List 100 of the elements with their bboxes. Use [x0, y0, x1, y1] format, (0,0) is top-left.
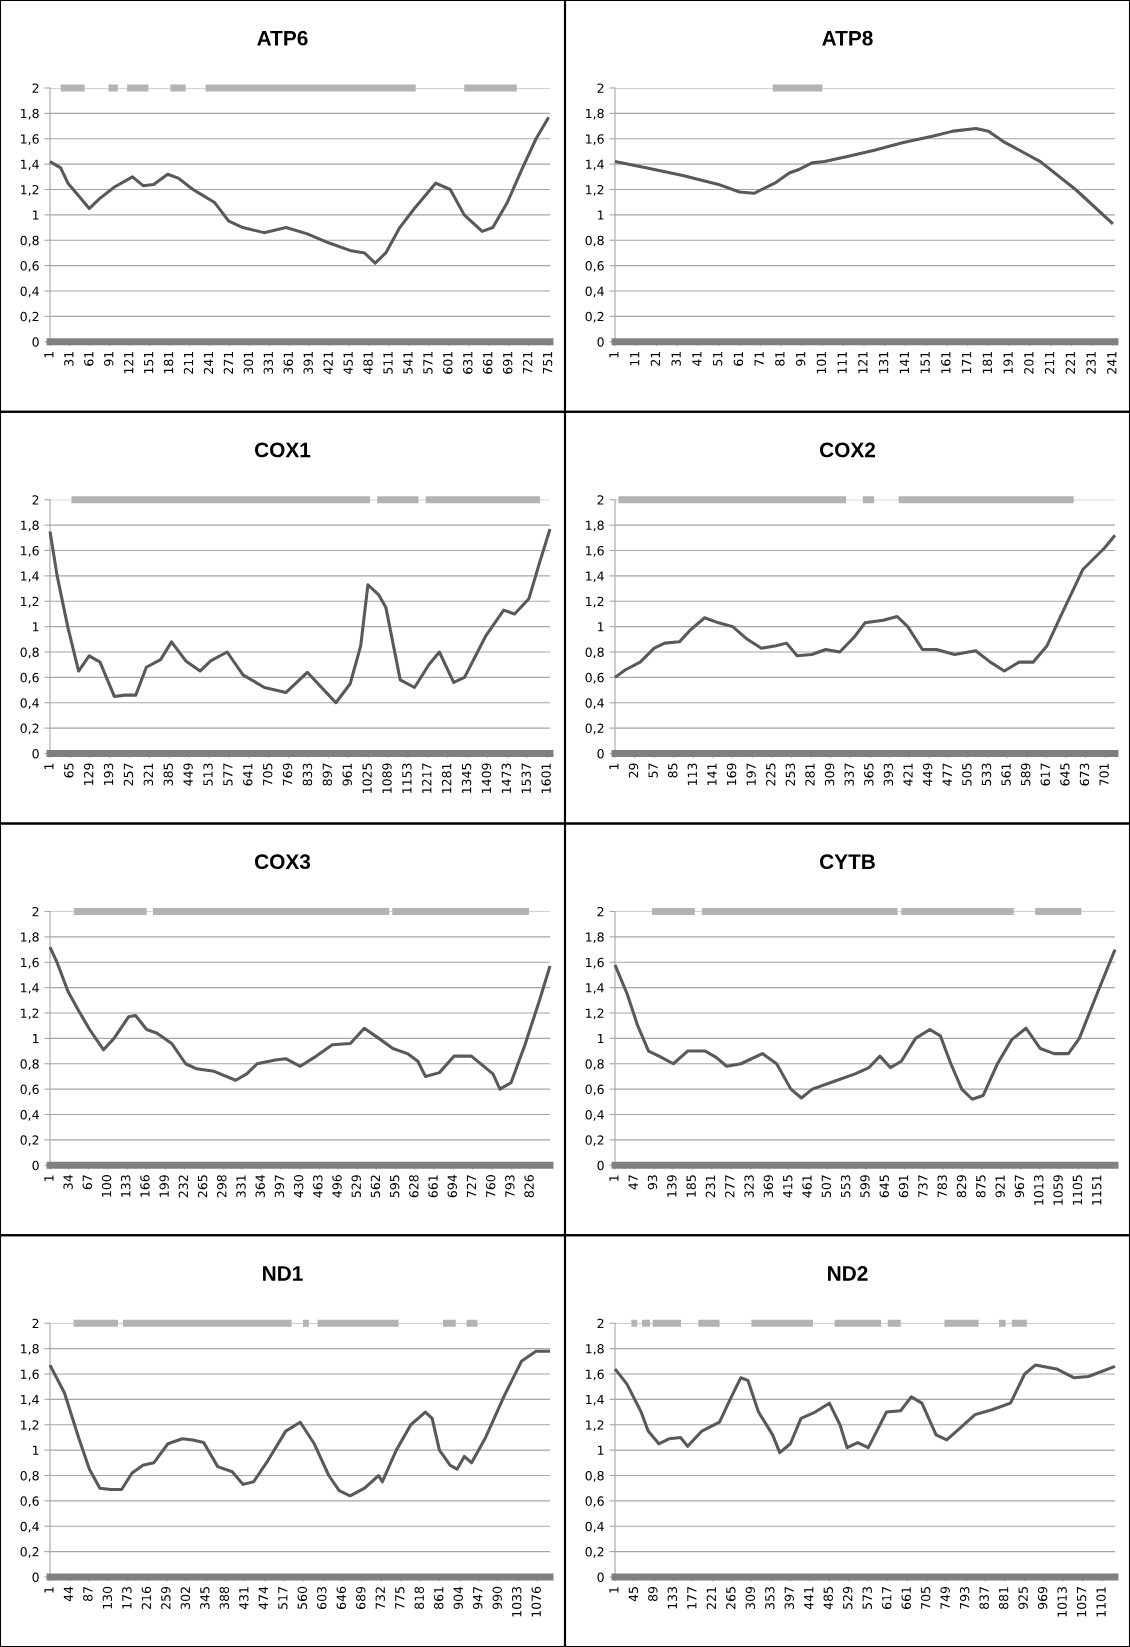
y-tick-label: 0 — [597, 1160, 604, 1171]
x-tick-label: 732 — [375, 1587, 385, 1609]
x-tick-label: 201 — [1024, 351, 1034, 374]
y-tick-label: 1 — [598, 210, 604, 220]
y-tick-label: 1,6 — [586, 545, 604, 557]
x-tick-label: 474 — [258, 1586, 268, 1610]
x-tick-label: 31 — [671, 351, 681, 366]
x-tick-label: 1089 — [382, 763, 392, 793]
y-tick-label: 0 — [32, 1160, 39, 1171]
y-tick-label: 0,6 — [20, 672, 39, 684]
x-tick-label: 449 — [183, 763, 193, 786]
x-tick-label: 281 — [805, 763, 815, 786]
y-tick-label: 0,8 — [20, 1059, 39, 1070]
x-tick-label: 185 — [686, 1175, 696, 1197]
x-tick-label: 65 — [64, 763, 74, 778]
x-tick-label: 133 — [667, 1587, 678, 1609]
x-tick-label: 130 — [102, 1586, 113, 1609]
y-tick-label: 0 — [32, 337, 39, 347]
x-tick-label: 1 — [44, 763, 54, 770]
x-tick-label: 1473 — [501, 763, 512, 793]
x-tick-label: 617 — [881, 1587, 892, 1610]
x-tick-label: 271 — [223, 351, 233, 374]
x-tick-label: 169 — [726, 763, 737, 786]
x-tick-label: 691 — [898, 1175, 909, 1198]
x-tick-label: 561 — [1001, 763, 1011, 786]
x-tick-label: 430 — [293, 1175, 304, 1198]
chart-title: ATP8 — [822, 30, 873, 46]
x-tick-label: 71 — [754, 351, 764, 366]
x-tick-label: 760 — [485, 1175, 496, 1198]
y-tick-label: 0,4 — [20, 286, 39, 298]
x-tick-label: 47 — [628, 1175, 638, 1190]
x-tick-label: 141 — [707, 763, 717, 786]
x-tick-label: 131 — [878, 351, 889, 374]
x-tick-label: 89 — [648, 1586, 658, 1602]
x-tick-label: 361 — [283, 351, 293, 374]
x-tick-label: 1601 — [541, 763, 551, 793]
y-tick-label: 1,8 — [21, 1344, 39, 1355]
x-tick-label: 603 — [317, 1587, 327, 1610]
y-tick-label: 1 — [598, 1034, 604, 1044]
x-tick-label: 562 — [370, 1175, 381, 1198]
y-tick-label: 2 — [32, 1318, 39, 1328]
y-tick-label: 0,8 — [20, 647, 39, 659]
y-tick-label: 1,8 — [586, 932, 604, 944]
x-tick-label: 100 — [101, 1175, 112, 1197]
x-tick-label: 31 — [64, 351, 74, 366]
x-tick-label: 571 — [423, 351, 433, 374]
x-tick-label: 1025 — [362, 763, 372, 793]
x-tick-label: 533 — [981, 763, 992, 786]
x-tick-label: 298 — [217, 1175, 227, 1198]
y-tick-label: 1,2 — [21, 1420, 39, 1431]
x-tick-label: 737 — [918, 1175, 928, 1198]
y-tick-label: 1,6 — [21, 957, 39, 969]
y-tick-label: 1 — [598, 1445, 604, 1455]
x-tick-label: 265 — [197, 1175, 208, 1198]
chart-title: CYTB — [820, 854, 875, 870]
x-tick-label: 111 — [837, 351, 847, 374]
y-tick-label: 1,2 — [21, 1008, 39, 1020]
x-tick-label: 421 — [323, 351, 333, 375]
x-tick-label: 353 — [765, 1587, 775, 1609]
x-tick-label: 431 — [239, 1587, 249, 1610]
y-tick-label: 0 — [597, 1572, 604, 1582]
x-tick-label: 1 — [44, 1175, 54, 1181]
x-tick-label: 41 — [692, 351, 702, 367]
x-tick-label: 631 — [463, 351, 473, 374]
x-tick-label: 793 — [959, 1587, 970, 1609]
x-tick-label: 199 — [159, 1175, 169, 1197]
x-tick-label: 171 — [962, 351, 972, 374]
y-tick-label: 1,2 — [586, 596, 604, 608]
x-tick-label: 415 — [783, 1175, 793, 1198]
y-tick-label: 0,8 — [585, 647, 604, 659]
y-tick-label: 1,2 — [586, 1008, 604, 1020]
y-tick-label: 0,6 — [585, 1084, 604, 1096]
y-tick-label: 1,2 — [21, 596, 39, 608]
x-tick-label: 961 — [342, 763, 352, 786]
y-tick-label: 1,4 — [586, 1395, 604, 1406]
x-tick-label: 57 — [648, 763, 658, 778]
x-tick-label: 701 — [1099, 763, 1109, 786]
x-tick-label: 463 — [313, 1175, 323, 1198]
x-tick-label: 225 — [766, 763, 776, 786]
y-tick-label: 1,2 — [21, 184, 39, 196]
x-tick-label: 875 — [976, 1175, 986, 1198]
x-tick-label: 129 — [83, 763, 94, 786]
y-tick-label: 1,6 — [586, 957, 604, 969]
x-tick-label: 177 — [687, 1587, 697, 1609]
x-tick-label: 81 — [775, 351, 785, 366]
x-tick-label: 449 — [922, 763, 933, 786]
chart-title: ND1 — [263, 1266, 303, 1281]
x-tick-label: 1033 — [511, 1587, 522, 1617]
y-tick-label: 0,4 — [20, 1521, 39, 1533]
x-tick-label: 91 — [795, 351, 806, 366]
chart-title: COX1 — [254, 442, 311, 458]
x-tick-label: 577 — [223, 763, 233, 786]
x-tick-label: 181 — [163, 351, 174, 374]
x-tick-label: 309 — [824, 763, 835, 786]
x-tick-label: 121 — [858, 351, 868, 374]
x-tick-label: 721 — [522, 351, 533, 374]
y-tick-label: 1 — [598, 622, 604, 632]
x-tick-label: 309 — [745, 1586, 756, 1609]
x-tick-label: 645 — [879, 1175, 889, 1198]
x-tick-label: 191 — [1003, 351, 1013, 374]
